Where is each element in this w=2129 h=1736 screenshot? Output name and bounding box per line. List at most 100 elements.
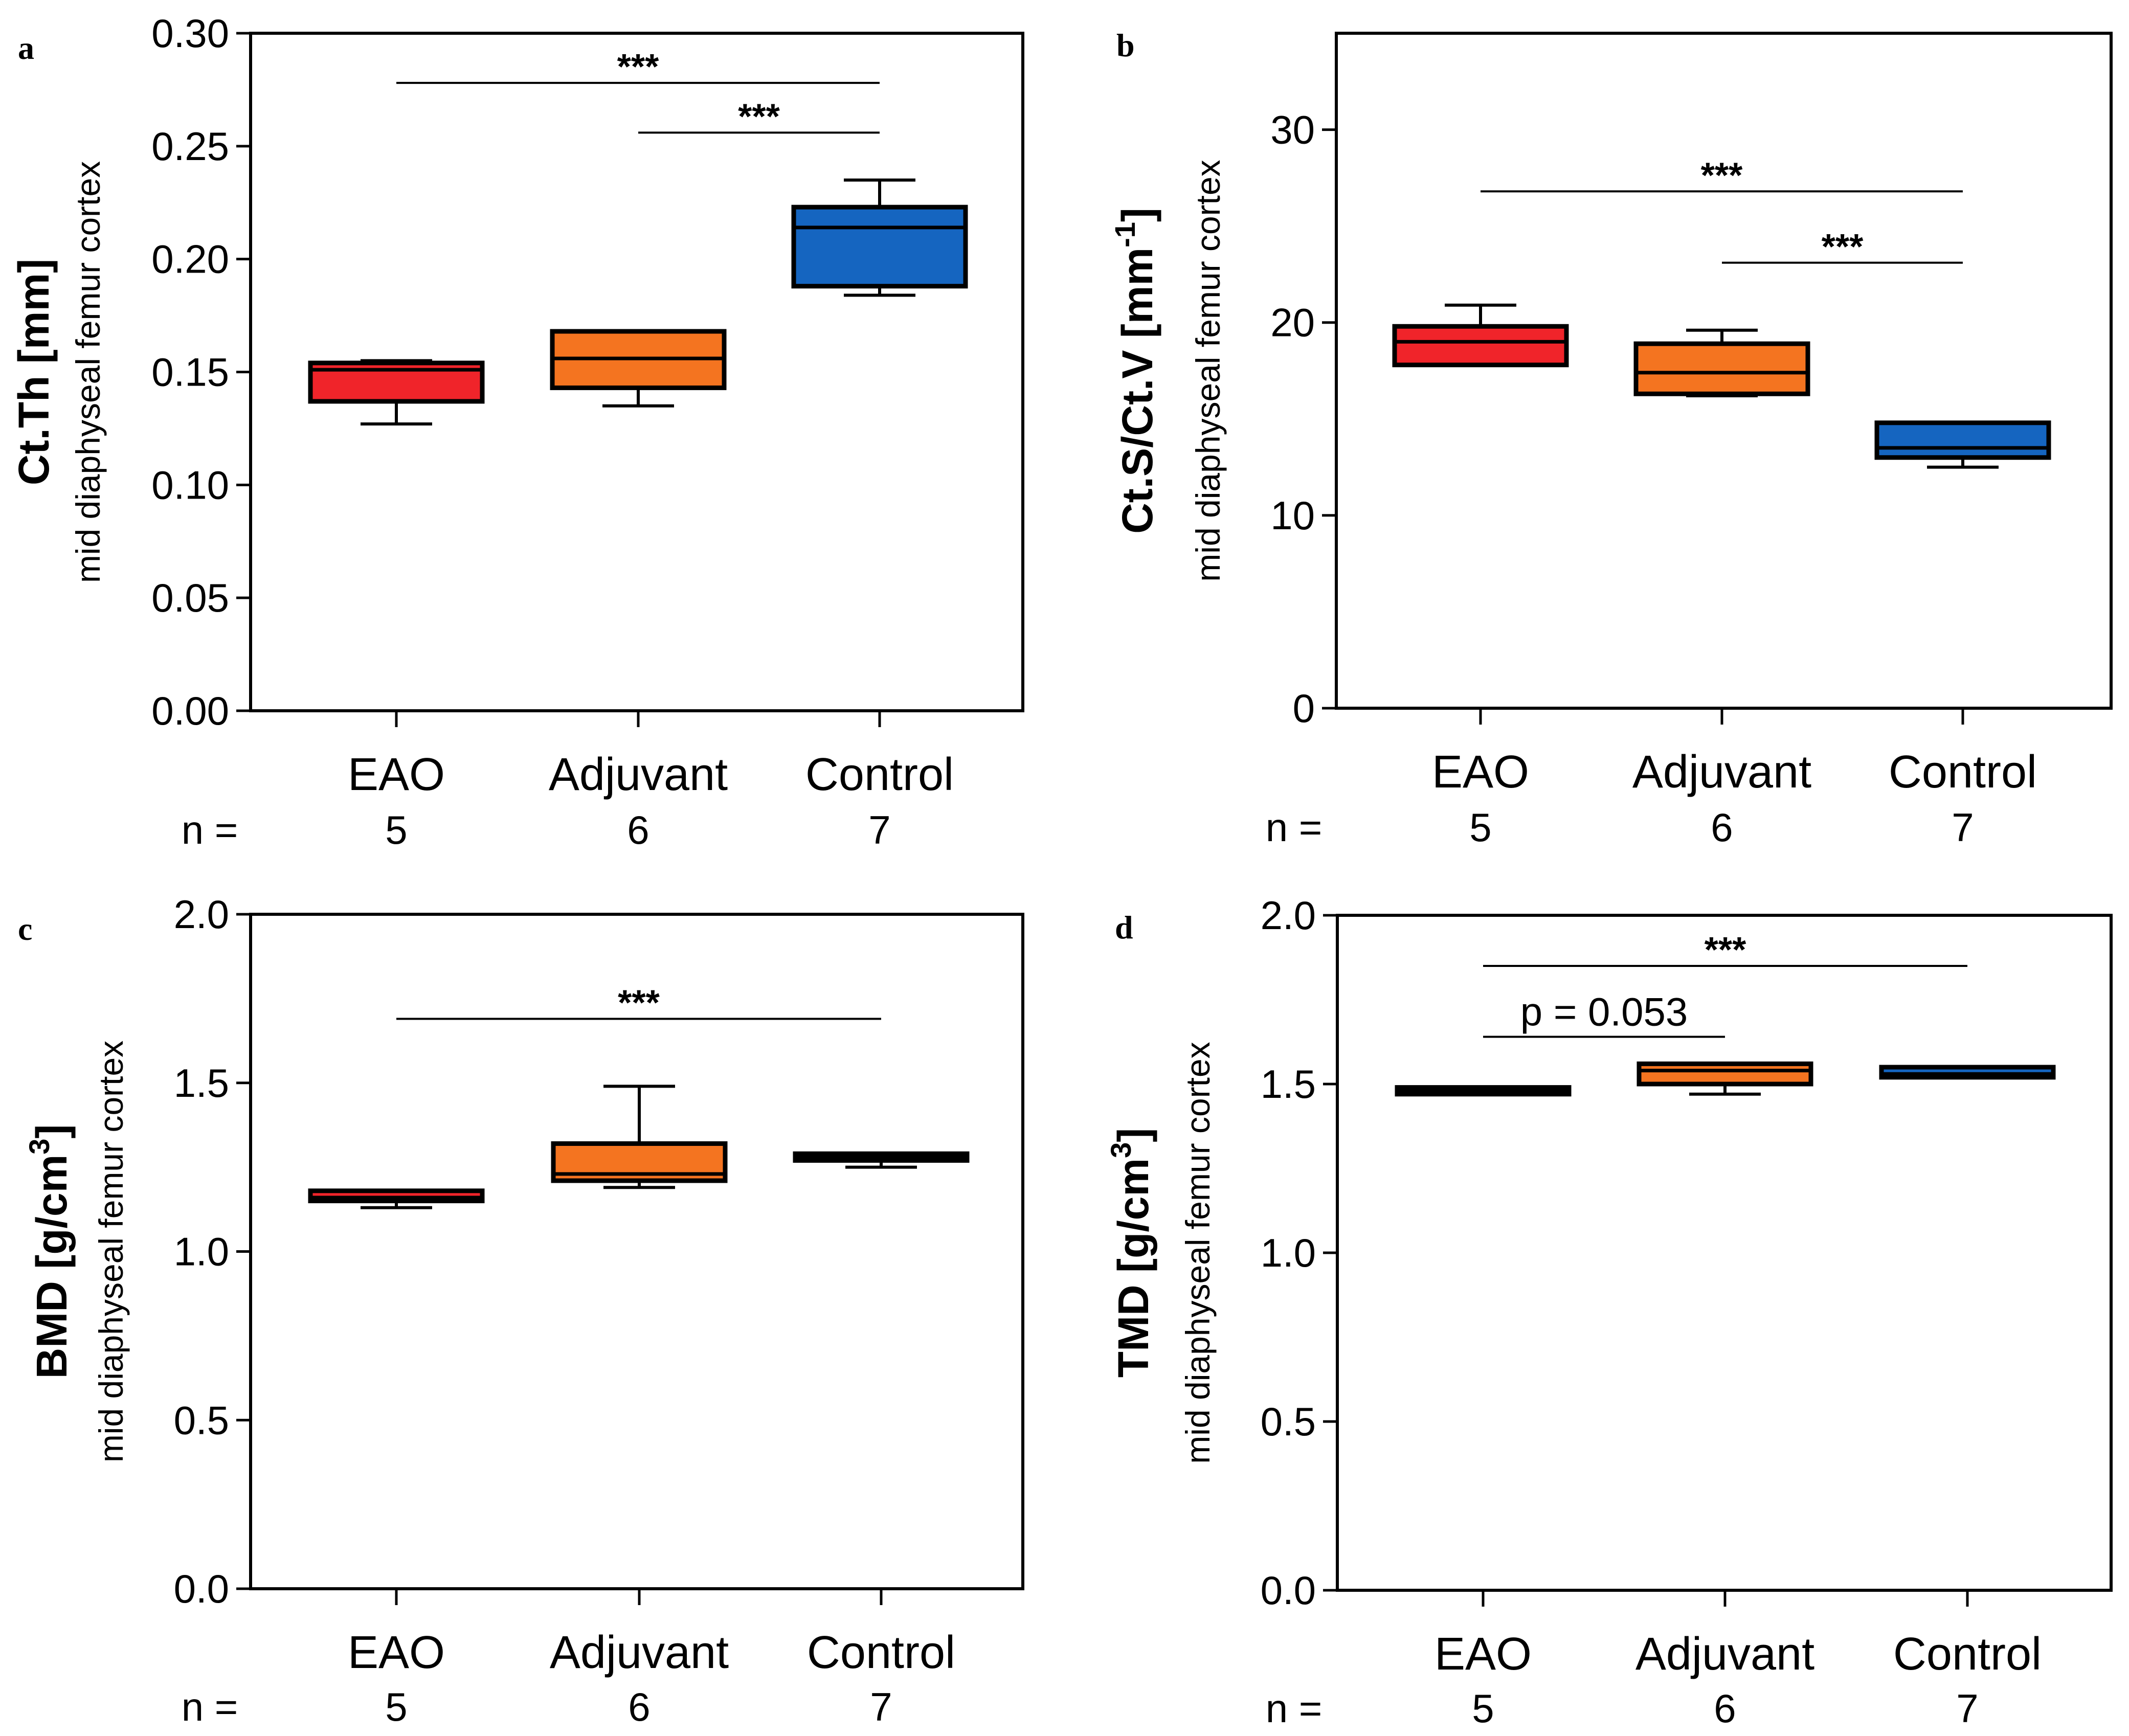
x-category-label: Adjuvant xyxy=(549,749,728,800)
y-axis-label-text: BMD [g/cm xyxy=(28,1155,76,1379)
n-value: 7 xyxy=(870,1684,892,1729)
y-axis-label-superscript: 3 xyxy=(23,1139,55,1155)
box-iqr xyxy=(791,205,968,289)
n-value: 7 xyxy=(1952,805,1974,850)
plot-frame xyxy=(1335,32,2113,710)
y-tick-label: 1.0 xyxy=(1261,1230,1316,1275)
y-axis-sublabel: mid diaphyseal femur cortex xyxy=(69,161,107,583)
y-axis-sublabel: mid diaphyseal femur cortex xyxy=(92,1041,130,1462)
x-category-label: EAO xyxy=(1432,747,1529,798)
x-category-label: Adjuvant xyxy=(1632,747,1811,798)
y-tick-label: 1.5 xyxy=(1261,1062,1316,1107)
significance-label: *** xyxy=(1701,155,1743,195)
x-category-label: Control xyxy=(1893,1629,2042,1680)
y-tick-label: 2.0 xyxy=(174,892,229,937)
panel-c: c 0.0 0.5 1.0 1.5 2.0 EAO 5 Adjuvant 6 Control 7 n =… xyxy=(18,892,1024,1729)
y-axis-sublabel: mid diaphyseal femur cortex xyxy=(1179,1042,1217,1463)
y-axis-label-superscript: -1 xyxy=(1109,222,1141,247)
y-tick-label: 2.0 xyxy=(1261,893,1316,938)
y-tick-label: 0.5 xyxy=(1261,1399,1316,1444)
y-axis-label: TMD [g/cm3] xyxy=(1105,1128,1157,1378)
y-axis-label-close: ] xyxy=(1113,208,1161,222)
panel-b: b 0 10 20 30 EAO 5 Adjuvant 6 Control 7 n = Ct.S/Ct.… xyxy=(1109,27,2113,850)
n-value: 5 xyxy=(1469,805,1491,850)
panel-letter: a xyxy=(18,30,34,66)
y-axis-label-close: ] xyxy=(1109,1128,1157,1142)
box-adjuvant xyxy=(550,329,727,408)
n-prefix: n = xyxy=(1266,1686,1323,1731)
panel-d: d 0.0 0.5 1.0 1.5 2.0 EAO 5 Adjuvant 6 Control 7 n =… xyxy=(1105,893,2113,1731)
x-category-label: EAO xyxy=(348,749,445,800)
y-tick-label: 0.05 xyxy=(151,575,229,620)
n-prefix: n = xyxy=(182,1684,238,1729)
box-eao xyxy=(1395,1085,1572,1097)
n-value: 5 xyxy=(385,807,407,852)
box-eao xyxy=(308,1188,485,1209)
n-value: 6 xyxy=(1714,1686,1736,1731)
n-value: 7 xyxy=(1956,1686,1978,1731)
x-category-label: EAO xyxy=(1435,1629,1532,1680)
x-category-label: Control xyxy=(1889,747,2037,798)
y-tick-label: 20 xyxy=(1270,300,1315,345)
y-tick-label: 0.0 xyxy=(174,1566,229,1611)
y-tick-label: 10 xyxy=(1270,493,1315,538)
significance-label: *** xyxy=(1822,227,1864,266)
y-tick-label: 30 xyxy=(1270,107,1315,152)
box-control xyxy=(1879,1065,2056,1080)
box-adjuvant xyxy=(1633,328,1810,398)
y-tick-label: 0.5 xyxy=(174,1397,229,1442)
y-axis-sublabel: mid diaphyseal femur cortex xyxy=(1189,160,1227,581)
n-value: 6 xyxy=(628,1684,650,1729)
significance-label: p = 0.053 xyxy=(1520,989,1688,1034)
panel-letter: d xyxy=(1115,909,1133,945)
box-iqr xyxy=(1874,420,2051,460)
significance-label: *** xyxy=(617,47,659,86)
box-control xyxy=(793,1151,970,1169)
n-prefix: n = xyxy=(1266,805,1323,850)
panel-a: a 0.00 0.05 0.10 0.15 0.20 0.25 0.30 EAO 5 Adjuvan… xyxy=(10,11,1024,852)
y-tick-label: 1.0 xyxy=(174,1229,229,1274)
box-control xyxy=(1874,420,2051,469)
y-axis-label: Ct.Th [mm] xyxy=(10,259,58,485)
y-tick-label: 0.15 xyxy=(151,350,229,395)
box-adjuvant xyxy=(1637,1061,1813,1096)
n-prefix: n = xyxy=(182,807,238,852)
y-tick-label: 1.5 xyxy=(174,1061,229,1106)
box-control xyxy=(791,178,968,297)
y-tick-label: 0.20 xyxy=(151,237,229,282)
box-iqr xyxy=(1633,341,1810,396)
plot-frame xyxy=(1336,914,2113,1592)
y-axis-label-close: ] xyxy=(28,1124,76,1139)
n-value: 6 xyxy=(1711,805,1733,850)
y-tick-label: 0.25 xyxy=(151,124,229,169)
x-category-label: Control xyxy=(805,749,954,800)
y-axis-label-text: TMD [g/cm xyxy=(1109,1158,1157,1378)
x-category-label: Adjuvant xyxy=(1635,1629,1814,1680)
y-axis-label: BMD [g/cm3] xyxy=(23,1124,76,1379)
box-eao xyxy=(308,359,485,426)
panel-letter: b xyxy=(1116,27,1135,63)
box-iqr xyxy=(1637,1061,1813,1087)
significance-label: *** xyxy=(1705,930,1746,970)
panel-letter: c xyxy=(18,911,32,947)
significance-label: *** xyxy=(738,96,780,136)
y-axis-label-text: Ct.Th [mm] xyxy=(10,259,58,485)
x-category-label: Control xyxy=(807,1627,955,1678)
y-tick-label: 0 xyxy=(1293,686,1315,731)
n-value: 6 xyxy=(627,807,649,852)
y-tick-label: 0.10 xyxy=(151,462,229,507)
box-adjuvant xyxy=(551,1085,728,1189)
box-iqr xyxy=(1392,324,1569,368)
significance-label: *** xyxy=(618,982,660,1022)
n-value: 5 xyxy=(1472,1686,1494,1731)
y-axis-label-superscript: 3 xyxy=(1105,1142,1137,1158)
y-axis-label: Ct.S/Ct.V [mm-1] xyxy=(1109,208,1161,534)
y-axis-label-text: Ct.S/Ct.V [mm xyxy=(1113,247,1161,534)
x-category-label: EAO xyxy=(348,1627,445,1678)
y-tick-label: 0.00 xyxy=(151,688,229,733)
box-eao xyxy=(1392,303,1569,368)
x-category-label: Adjuvant xyxy=(550,1627,729,1678)
y-tick-label: 0.30 xyxy=(151,11,229,56)
n-value: 7 xyxy=(868,807,890,852)
